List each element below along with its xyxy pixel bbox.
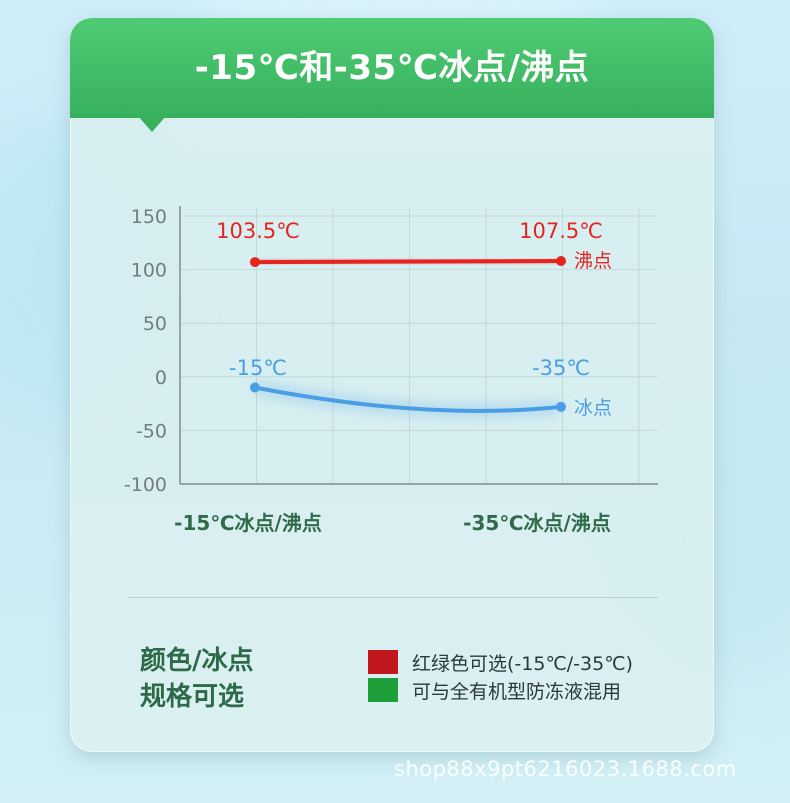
chart-series: 103.5℃ 107.5℃ 沸点 -15℃ -35℃ 冰点 xyxy=(216,219,612,419)
series-name-label: 冰点 xyxy=(574,397,612,419)
data-point xyxy=(556,256,566,267)
spec-line-2: 规格可选 xyxy=(140,682,245,712)
data-point xyxy=(250,257,260,268)
spec-line-1: 颜色/冰点 xyxy=(140,646,254,676)
data-point xyxy=(250,382,260,393)
legend-item-red: 红绿色可选(-15℃/-35℃) xyxy=(368,649,633,675)
legend-text-green: 可与全有机型防冻液混用 xyxy=(412,680,622,703)
page-title: -15℃和-35℃冰点/沸点 xyxy=(194,48,590,88)
data-label: 103.5℃ xyxy=(216,219,300,243)
legend-swatch-red xyxy=(368,650,398,674)
watermark: shop88x9pt6216023.1688.com xyxy=(394,757,737,781)
legend-swatch-green xyxy=(368,678,398,702)
x-category-label: -35℃冰点/沸点 xyxy=(463,511,611,535)
y-axis-ticks: 150 100 50 0 -50 -100 xyxy=(124,206,167,496)
chart-card: -15℃和-35℃冰点/沸点 xyxy=(70,18,714,752)
legend-item-green: 可与全有机型防冻液混用 xyxy=(368,677,621,703)
series-line-boiling xyxy=(253,259,563,265)
y-tick-label: -50 xyxy=(136,420,167,442)
chart-grid xyxy=(180,208,658,484)
data-label: 107.5℃ xyxy=(519,219,603,243)
y-tick-label: 150 xyxy=(131,206,167,228)
y-tick-label: 100 xyxy=(131,260,167,282)
chart-axes xyxy=(179,206,658,485)
data-label: -15℃ xyxy=(229,356,287,380)
series-name-label: 沸点 xyxy=(574,250,612,272)
legend-text-red: 红绿色可选(-15℃/-35℃) xyxy=(412,652,633,675)
data-point xyxy=(556,401,566,412)
y-tick-label: -100 xyxy=(124,474,167,496)
data-label: -35℃ xyxy=(532,356,590,380)
title-banner: -15℃和-35℃冰点/沸点 xyxy=(70,18,714,118)
x-category-label: -15℃冰点/沸点 xyxy=(174,511,322,535)
divider xyxy=(128,597,658,598)
series-line-freezing xyxy=(253,385,563,413)
x-axis-categories: -15℃冰点/沸点 -35℃冰点/沸点 xyxy=(174,511,611,535)
y-tick-label: 0 xyxy=(155,367,167,389)
y-tick-label: 50 xyxy=(143,313,167,335)
